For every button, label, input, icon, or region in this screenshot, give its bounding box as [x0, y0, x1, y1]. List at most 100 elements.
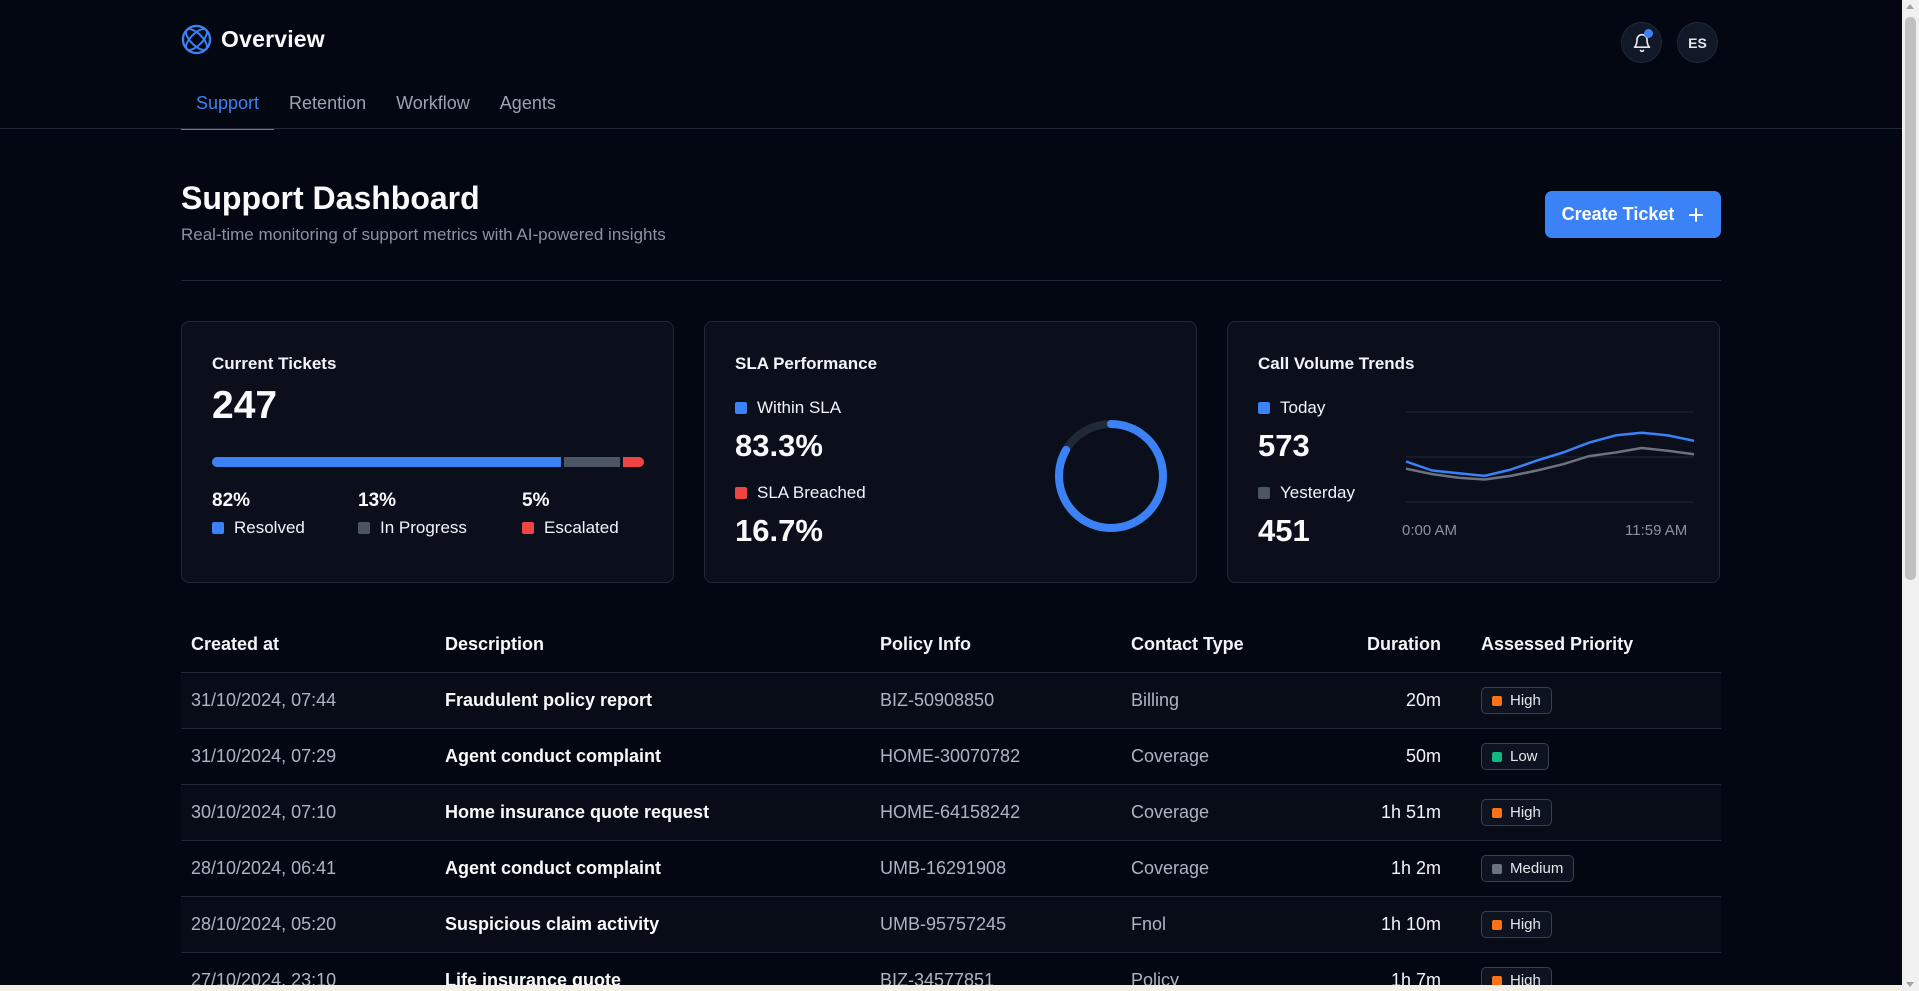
priority-cell: Medium: [1441, 855, 1701, 882]
table-row[interactable]: 31/10/2024, 07:44 Fraudulent policy repor…: [181, 673, 1721, 729]
col-description[interactable]: Description: [445, 634, 545, 654]
priority-cell: Low: [1441, 743, 1701, 770]
description-cell: Agent conduct complaint: [445, 858, 661, 878]
policy-info-cell: HOME-64158242: [880, 802, 1021, 822]
stat-resolved-pct: 82%: [212, 490, 251, 511]
duration-cell: 50m: [1405, 746, 1441, 766]
tab-support[interactable]: Support: [181, 84, 275, 130]
create-ticket-button[interactable]: Create Ticket: [1545, 191, 1721, 238]
priority-label: High: [1510, 692, 1541, 709]
policy-info-cell: UMB-16291908: [880, 858, 1007, 878]
series-line-today: [1405, 431, 1695, 478]
policy-info-cell: UMB-95757245: [880, 914, 1007, 934]
sla-title: SLA Performance: [735, 354, 878, 373]
scroll-down-arrow-icon[interactable]: [1906, 982, 1914, 987]
call-volume-line-chart: [1405, 411, 1695, 503]
bar-segment-in-progress: [564, 457, 620, 467]
current-tickets-total: 247: [212, 384, 278, 427]
created-at-cell: 30/10/2024, 07:10: [191, 802, 337, 822]
created-at-cell: 28/10/2024, 05:20: [191, 914, 337, 934]
priority-swatch: [1492, 751, 1502, 762]
priority-swatch: [1492, 807, 1502, 818]
page-title: Support Dashboard: [181, 180, 480, 216]
scrollbar-thumb[interactable]: [1905, 17, 1916, 580]
priority-badge: Medium: [1481, 855, 1575, 882]
table-row[interactable]: 28/10/2024, 05:20 Suspicious claim activi…: [181, 897, 1721, 953]
tabs-divider: [0, 128, 1902, 129]
priority-cell: High: [1441, 911, 1701, 938]
notification-dot: [1644, 29, 1653, 38]
col-created-at[interactable]: Created at: [191, 634, 280, 654]
stat-escalated-label: Escalated: [544, 518, 619, 537]
contact-type-cell: Coverage: [1131, 802, 1210, 822]
tab-workflow[interactable]: Workflow: [396, 93, 470, 113]
scroll-up-arrow-icon[interactable]: [1906, 4, 1914, 9]
stat-resolved: 82% Resolved: [212, 490, 305, 538]
notifications-button[interactable]: [1621, 22, 1662, 63]
priority-swatch: [1492, 695, 1502, 706]
created-at-cell: 31/10/2024, 07:29: [191, 746, 337, 766]
within-sla-label: Within SLA: [757, 398, 842, 417]
col-duration[interactable]: Duration: [1367, 634, 1441, 654]
x-axis-end-label: 11:59 AM: [1625, 522, 1688, 539]
series-line-yesterday: [1405, 446, 1695, 481]
within-sla-value: 83.3%: [735, 428, 823, 463]
priority-cell: High: [1441, 799, 1701, 826]
nav-tabs: Support Retention Workflow Agents: [181, 84, 571, 130]
tab-retention[interactable]: Retention: [289, 93, 367, 113]
priority-swatch: [1492, 919, 1502, 930]
user-avatar-button[interactable]: ES: [1677, 22, 1718, 63]
col-policy-info[interactable]: Policy Info: [880, 634, 972, 654]
ticket-status-bar: [212, 457, 644, 467]
yesterday-value: 451: [1258, 513, 1310, 548]
x-axis-start-label: 0:00 AM: [1402, 522, 1458, 539]
table-row[interactable]: 28/10/2024, 06:41 Agent conduct complaint…: [181, 841, 1721, 897]
current-tickets-card: Current Tickets 247 82% Resolved 13% In …: [181, 321, 674, 583]
yesterday-legend: Yesterday: [1258, 483, 1355, 503]
bar-segment-resolved: [212, 457, 562, 467]
bar-segment-escalated: [622, 457, 644, 467]
sla-breached-legend: SLA Breached: [735, 483, 866, 503]
table-row[interactable]: 31/10/2024, 07:29 Agent conduct complaint…: [181, 729, 1721, 785]
call-volume-title: Call Volume Trends: [1258, 354, 1415, 373]
description-cell: Fraudulent policy report: [445, 690, 653, 710]
duration-cell: 1h 2m: [1390, 858, 1441, 878]
tickets-table: Created at Description Policy Info Conta…: [181, 617, 1721, 991]
today-swatch: [1258, 402, 1270, 414]
tab-agents[interactable]: Agents: [499, 93, 556, 113]
today-label: Today: [1280, 398, 1326, 417]
contact-type-cell: Fnol: [1131, 914, 1167, 934]
description-cell: Agent conduct complaint: [445, 746, 661, 766]
col-contact-type[interactable]: Contact Type: [1131, 634, 1244, 654]
table-body: 31/10/2024, 07:44 Fraudulent policy repor…: [181, 673, 1721, 991]
sla-donut-chart: [1055, 420, 1167, 532]
policy-info-cell: HOME-30070782: [880, 746, 1021, 766]
created-at-cell: 31/10/2024, 07:44: [191, 690, 337, 710]
orbit-logo-icon: [181, 24, 212, 55]
contact-type-cell: Billing: [1131, 690, 1180, 710]
contact-type-cell: Coverage: [1131, 858, 1210, 878]
breached-sla-swatch: [735, 487, 747, 499]
brand[interactable]: Overview: [181, 24, 325, 55]
today-legend: Today: [1258, 398, 1325, 418]
yesterday-swatch: [1258, 487, 1270, 499]
title-divider: [181, 280, 1721, 281]
priority-cell: High: [1441, 687, 1701, 714]
within-sla-swatch: [735, 402, 747, 414]
table-row[interactable]: 30/10/2024, 07:10 Home insurance quote re…: [181, 785, 1721, 841]
priority-swatch: [1492, 975, 1502, 986]
sla-within-legend: Within SLA: [735, 398, 841, 418]
yesterday-label: Yesterday: [1280, 483, 1355, 502]
sla-performance-card: SLA Performance Within SLA 83.3% SLA Bre…: [704, 321, 1197, 583]
priority-label: High: [1510, 972, 1541, 989]
priority-badge: High: [1481, 911, 1552, 938]
bottom-strip: [0, 985, 1902, 991]
create-ticket-label: Create Ticket: [1561, 204, 1675, 224]
page-scrollbar[interactable]: [1902, 0, 1919, 991]
app-title: Overview: [221, 26, 325, 52]
priority-badge: High: [1481, 687, 1552, 714]
col-assessed-priority[interactable]: Assessed Priority: [1481, 634, 1634, 654]
priority-swatch: [1492, 863, 1502, 874]
priority-label: Low: [1510, 748, 1538, 765]
